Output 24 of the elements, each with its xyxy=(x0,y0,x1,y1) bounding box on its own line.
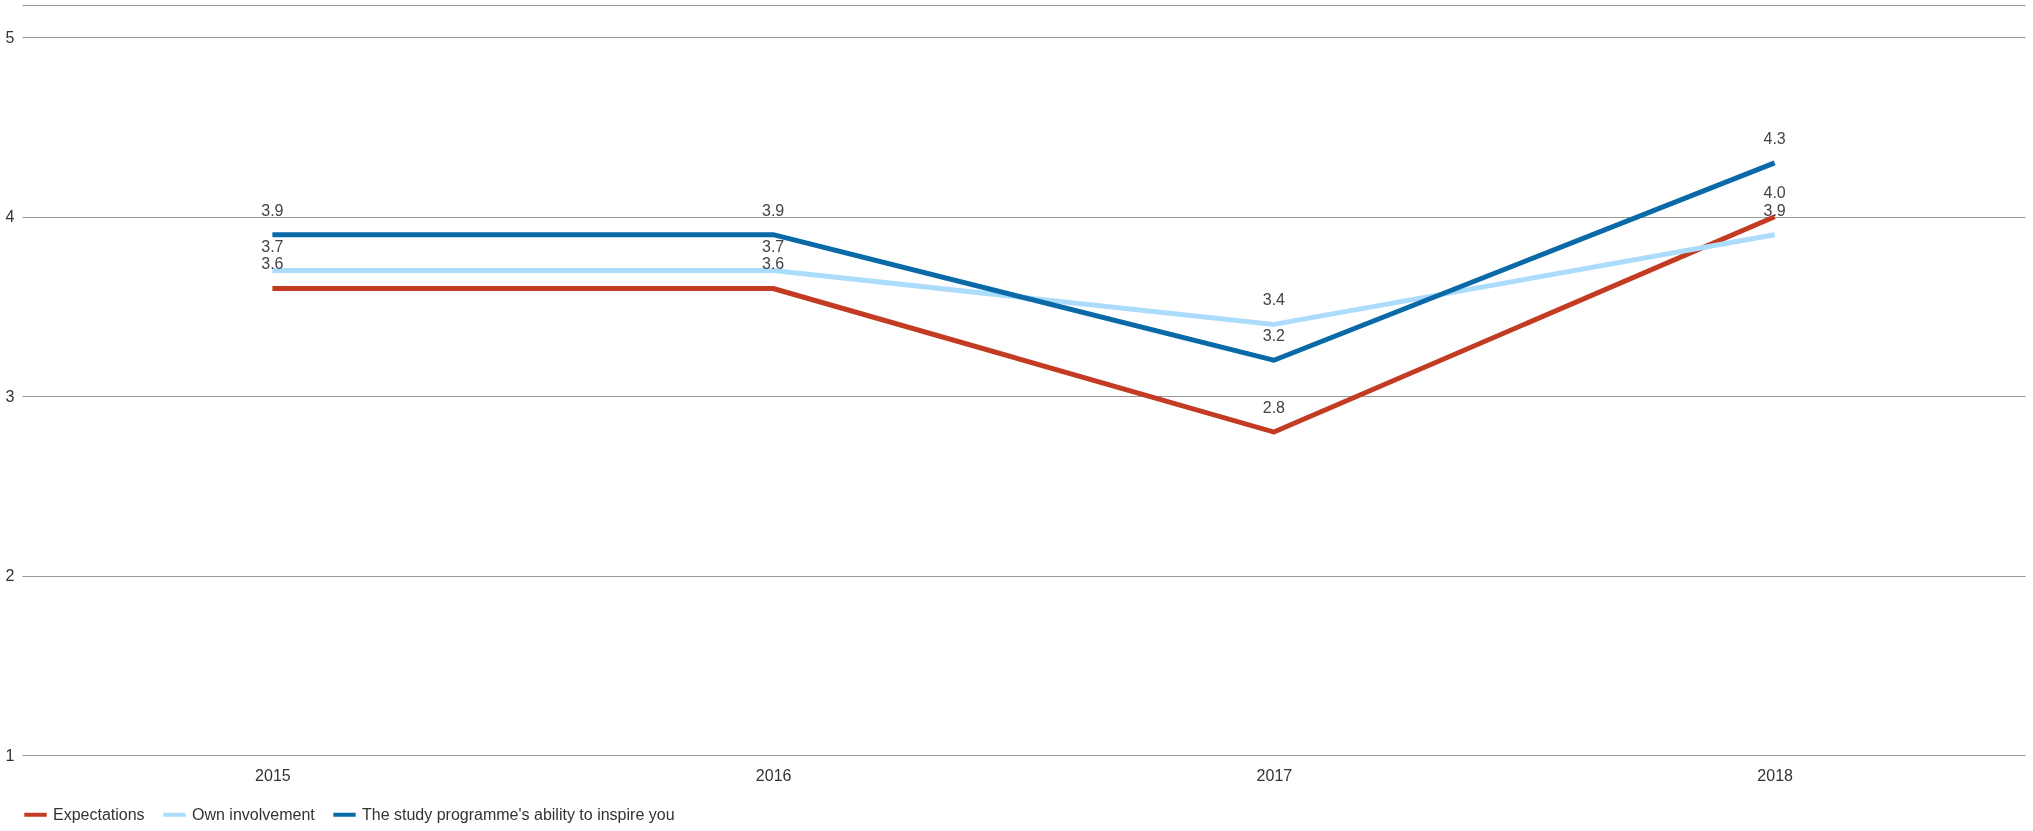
x-tick-label: 2015 xyxy=(255,766,291,784)
legend-label: The study programme's ability to inspire you xyxy=(362,805,675,823)
data-label: 4.0 xyxy=(1763,183,1786,201)
data-label: 2.8 xyxy=(1262,399,1286,417)
y-tick-label: 4 xyxy=(5,208,15,226)
data-label: 3.6 xyxy=(762,255,785,273)
data-label: 3.7 xyxy=(762,237,785,255)
data-label: 3.2 xyxy=(1262,327,1286,345)
legend-label: Expectations xyxy=(53,805,145,823)
x-tick-label: 2018 xyxy=(1757,766,1794,784)
data-label: 3.9 xyxy=(261,201,284,219)
data-label: 3.6 xyxy=(261,255,284,273)
y-tick-label: 3 xyxy=(5,387,15,405)
x-tick-label: 2017 xyxy=(1256,766,1293,784)
data-label: 3.9 xyxy=(1763,201,1786,219)
data-label: 3.4 xyxy=(1262,291,1286,309)
y-tick-label: 1 xyxy=(5,746,15,764)
x-tick-label: 2016 xyxy=(755,766,792,784)
y-tick-label: 5 xyxy=(5,28,15,46)
y-tick-label: 2 xyxy=(5,567,15,585)
data-label: 4.3 xyxy=(1763,129,1786,147)
data-label: 3.9 xyxy=(762,201,785,219)
legend-label: Own involvement xyxy=(192,805,316,823)
data-label: 3.7 xyxy=(261,237,284,255)
